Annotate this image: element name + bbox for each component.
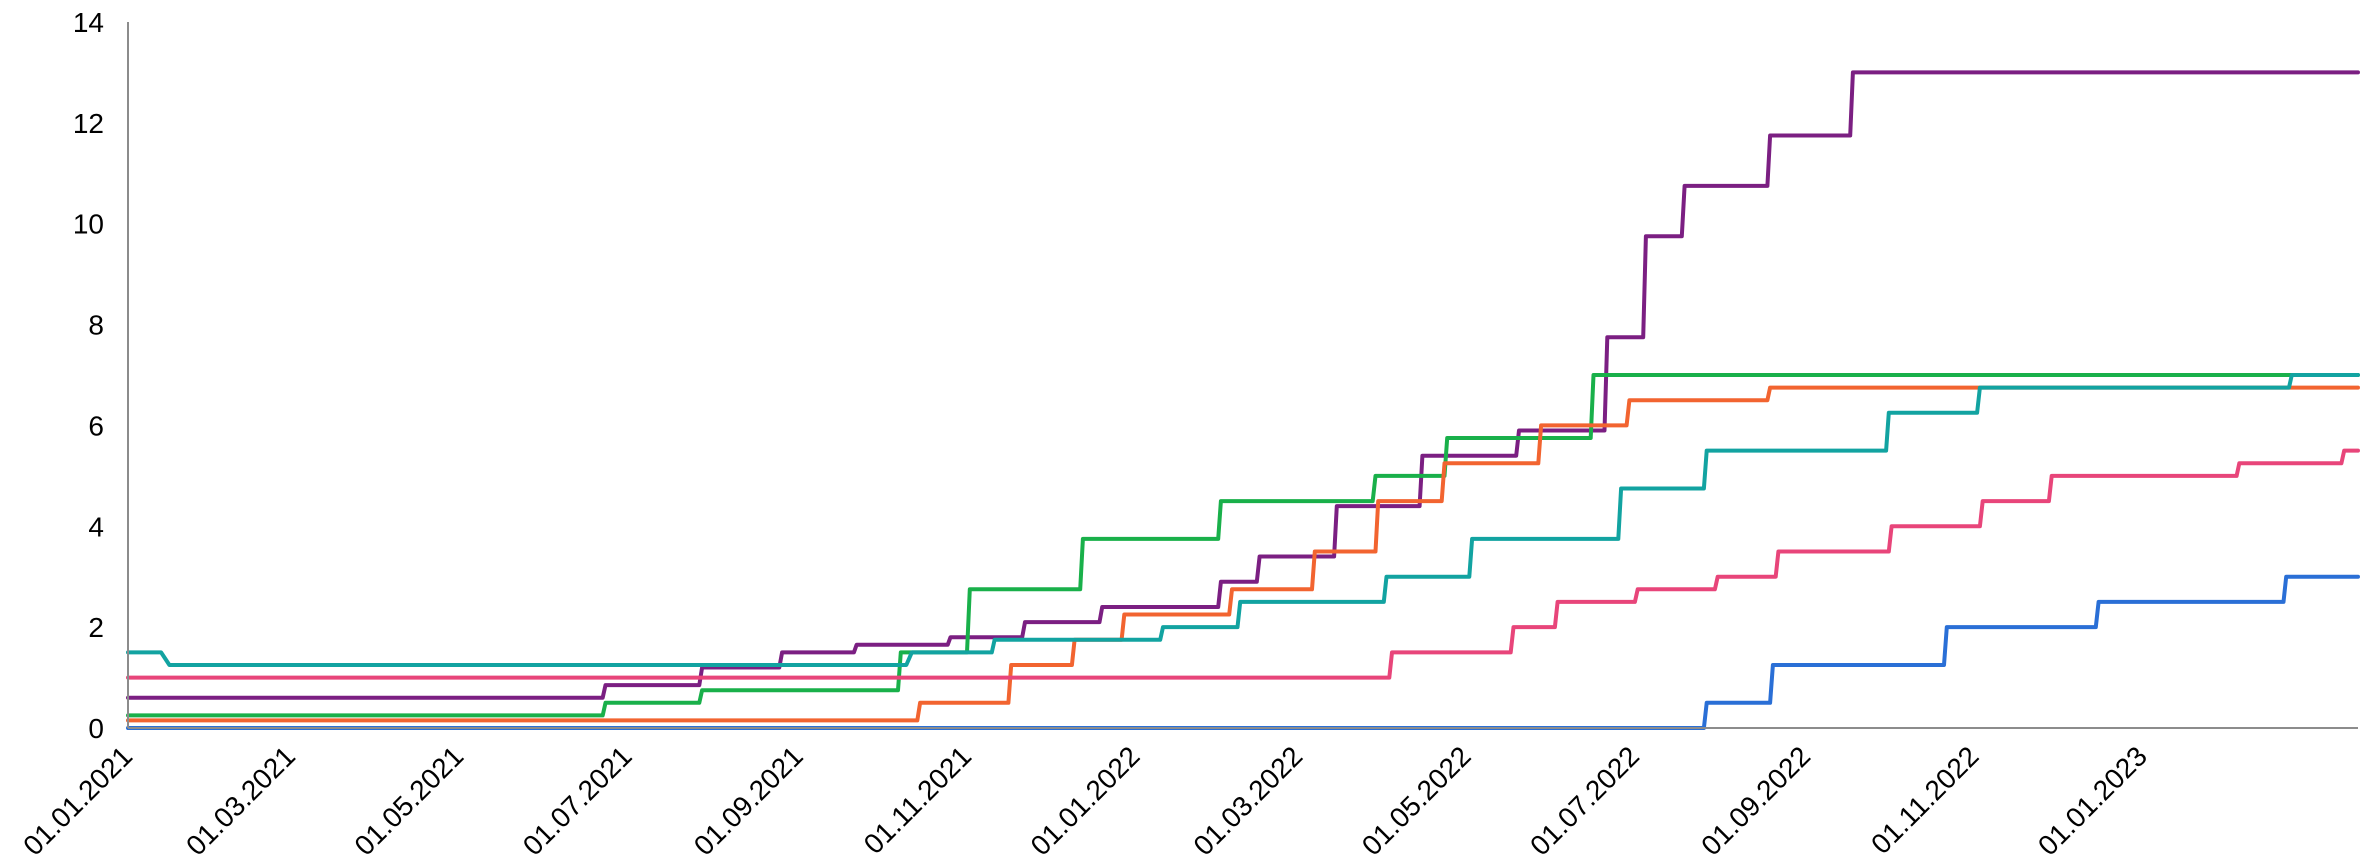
y-tick-label-4: 8: [88, 310, 104, 341]
series-lines: [126, 70, 2360, 730]
x-tick-label-6: 01.01.2022: [1025, 740, 1146, 861]
x-tick-label-0: 01.01.2021: [17, 740, 138, 861]
y-tick-label-1: 2: [88, 612, 104, 643]
series-line-2: [126, 385, 2360, 723]
x-tick-label-4: 01.09.2021: [688, 740, 809, 861]
x-tick-label-5: 01.11.2021: [858, 740, 978, 860]
y-tick-label-6: 12: [73, 108, 104, 139]
series-line-5: [126, 574, 2360, 730]
y-tick-label-0: 0: [88, 713, 104, 744]
x-tick-label-9: 01.07.2022: [1524, 740, 1645, 861]
y-tick-label-3: 6: [88, 410, 104, 441]
x-tick-label-2: 01.05.2021: [348, 740, 469, 861]
series-line-3: [126, 373, 2360, 667]
x-tick-label-3: 01.07.2021: [517, 740, 638, 861]
x-axis-ticks: 01.01.2021 01.03.2021 01.05.2021 01.07.2021…: [17, 740, 2153, 861]
x-tick-label-10: 01.09.2022: [1695, 740, 1816, 861]
series-line-1: [126, 373, 2360, 718]
x-tick-label-12: 01.01.2023: [2032, 740, 2153, 861]
y-tick-label-5: 10: [73, 209, 104, 240]
series-line-4: [126, 448, 2360, 680]
series-line-0: [126, 70, 2360, 700]
x-tick-label-1: 01.03.2021: [180, 740, 301, 861]
x-tick-label-7: 01.03.2022: [1187, 740, 1308, 861]
x-tick-label-11: 01.11.2022: [1865, 740, 1985, 860]
y-tick-label-2: 4: [88, 511, 104, 542]
x-tick-label-8: 01.05.2022: [1356, 740, 1477, 861]
y-tick-label-7: 14: [73, 7, 104, 38]
y-axis-ticks: 0 2 4 6 8 10 12 14: [73, 7, 104, 744]
